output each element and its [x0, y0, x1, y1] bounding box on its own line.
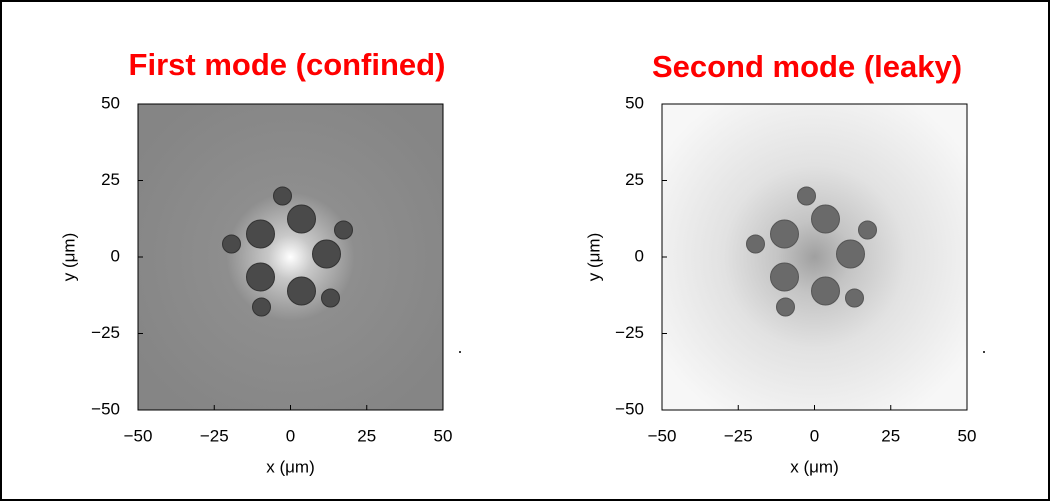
air-hole	[246, 219, 275, 249]
field-image	[138, 104, 443, 410]
air-hole	[273, 186, 292, 206]
y-tick-label: 25	[101, 170, 120, 189]
marker-dot	[459, 351, 461, 353]
air-hole	[746, 234, 765, 254]
air-hole	[287, 204, 316, 234]
air-hole	[797, 186, 816, 206]
air-hole	[811, 276, 840, 306]
x-tick-label: −25	[200, 426, 229, 445]
air-hole	[776, 297, 795, 317]
x-tick-label: 50	[958, 426, 977, 445]
field-image	[662, 104, 967, 410]
y-tick-label: −25	[615, 323, 644, 342]
y-axis-label: y (μm)	[59, 233, 78, 282]
air-hole	[770, 262, 799, 292]
air-hole	[312, 239, 341, 269]
y-axis-label: y (μm)	[584, 233, 603, 282]
air-hole	[246, 262, 275, 292]
x-tick-label: −25	[724, 426, 753, 445]
x-axis-label: x (μm)	[266, 457, 315, 476]
y-tick-label: 0	[635, 246, 644, 265]
y-tick-label: 50	[625, 93, 644, 112]
y-tick-label: −50	[91, 399, 120, 418]
x-tick-label: −50	[124, 426, 153, 445]
y-tick-label: −25	[91, 323, 120, 342]
air-hole	[770, 219, 799, 249]
x-tick-label: 25	[357, 426, 376, 445]
air-hole	[321, 288, 340, 308]
y-tick-label: −50	[615, 399, 644, 418]
plot-title: First mode (confined)	[129, 47, 446, 82]
x-tick-label: 0	[286, 426, 295, 445]
air-hole	[858, 220, 877, 240]
x-axis-label: x (μm)	[790, 457, 839, 476]
x-tick-label: −50	[648, 426, 677, 445]
x-tick-label: 0	[810, 426, 819, 445]
air-hole	[845, 288, 864, 308]
air-hole	[222, 234, 241, 254]
x-tick-label: 50	[434, 426, 453, 445]
plot-title: Second mode (leaky)	[652, 49, 962, 84]
air-hole	[334, 220, 353, 240]
x-tick-label: 25	[881, 426, 900, 445]
air-hole	[811, 204, 840, 234]
air-hole	[252, 297, 271, 317]
y-tick-label: 50	[101, 93, 120, 112]
air-hole	[287, 276, 316, 306]
marker-dot	[983, 351, 985, 353]
y-tick-label: 25	[625, 170, 644, 189]
y-tick-label: 0	[111, 246, 120, 265]
air-hole	[836, 239, 865, 269]
